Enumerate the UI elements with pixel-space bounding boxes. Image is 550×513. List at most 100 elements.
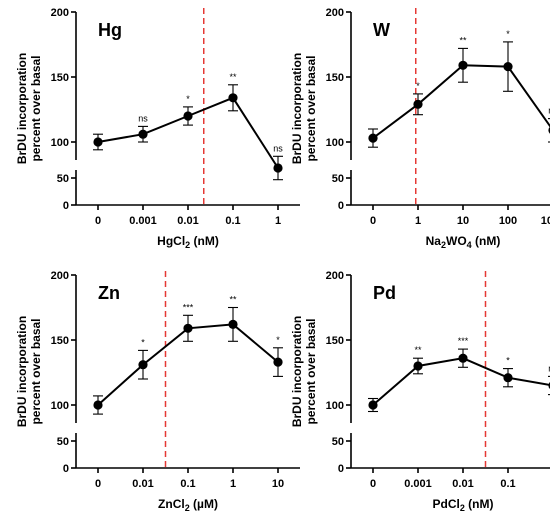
panel-label: Zn	[98, 283, 120, 303]
x-axis-title: Na2WO4 (nM)	[426, 234, 501, 250]
x-tick-label: 10	[272, 478, 284, 490]
y-axis-title-line: BrDU incorporation	[290, 316, 304, 427]
x-tick-label: 0.1	[500, 478, 515, 490]
x-axis-title-subscript: 2	[460, 503, 465, 513]
y-tick-label: 200	[51, 270, 69, 282]
x-tick-label: 0.1	[180, 478, 195, 490]
data-point	[93, 400, 103, 410]
y-tick-label: 100	[51, 400, 69, 412]
significance-label: ns	[138, 113, 148, 123]
significance-label: ns	[273, 143, 283, 153]
data-point	[458, 353, 468, 363]
data-point	[273, 357, 283, 367]
significance-label: **	[229, 72, 237, 82]
data-point	[368, 400, 378, 410]
y-tick-label: 150	[326, 72, 344, 84]
data-point	[138, 360, 148, 370]
x-tick-label: 0	[95, 478, 101, 490]
x-tick-label: 0.01	[177, 215, 198, 227]
significance-label: **	[459, 35, 467, 45]
data-point	[503, 62, 513, 72]
x-axis-title-part: PdCl	[432, 497, 459, 511]
x-tick-label: 0.01	[452, 478, 473, 490]
data-point	[183, 111, 193, 121]
x-tick-label: 0	[370, 478, 376, 490]
x-tick-label: 1	[415, 215, 421, 227]
significance-label: ***	[458, 336, 469, 346]
x-axis-title-subscript: 4	[467, 240, 472, 250]
y-tick-label: 150	[51, 72, 69, 84]
y-axis-title: BrDU incorporationpercent over basal	[15, 316, 43, 427]
y-axis-title-line: percent over basal	[29, 318, 43, 424]
x-tick-label: 1000	[541, 215, 550, 227]
data-point	[413, 361, 423, 371]
y-axis-title: BrDU incorporationpercent over basal	[290, 316, 318, 427]
y-axis-title-line: percent over basal	[29, 55, 43, 161]
y-tick-label: 200	[51, 7, 69, 19]
y-tick-label: 50	[57, 173, 69, 185]
x-tick-label: 100	[499, 215, 517, 227]
panel-label: Hg	[98, 20, 122, 40]
x-tick-label: 1	[275, 215, 281, 227]
x-tick-label: 0	[370, 215, 376, 227]
data-point	[458, 60, 468, 70]
x-tick-label: 0.001	[129, 215, 157, 227]
significance-label: *	[506, 356, 510, 366]
panel-w: 05010015020001101001000****nsWBrDU incor…	[290, 7, 550, 250]
y-tick-label: 100	[326, 137, 344, 149]
y-tick-label: 150	[51, 335, 69, 347]
panel-label: W	[373, 20, 390, 40]
data-point	[138, 129, 148, 139]
x-axis-title-part: (nM)	[465, 497, 494, 511]
y-axis-title-line: percent over basal	[304, 55, 318, 161]
data-point	[183, 323, 193, 333]
significance-label: ns	[548, 106, 550, 116]
x-tick-label: 1	[230, 478, 236, 490]
data-point	[273, 163, 283, 173]
data-point	[413, 99, 423, 109]
y-tick-label: 200	[326, 7, 344, 19]
x-axis-title-part: HgCl	[157, 234, 185, 248]
y-tick-label: 50	[332, 173, 344, 185]
panel-label: Pd	[373, 283, 396, 303]
y-tick-label: 150	[326, 335, 344, 347]
significance-label: *	[141, 337, 145, 347]
data-point	[228, 319, 238, 329]
data-point	[93, 137, 103, 147]
x-axis-title-subscript: 2	[441, 240, 446, 250]
series-line	[372, 64, 550, 139]
y-tick-label: 100	[51, 137, 69, 149]
y-axis-title-line: BrDU incorporation	[15, 316, 29, 427]
y-tick-label: 0	[338, 200, 344, 212]
data-point	[368, 133, 378, 143]
y-axis-title: BrDU incorporationpercent over basal	[290, 53, 318, 164]
x-tick-label: 0.01	[132, 478, 153, 490]
y-axis-title: BrDU incorporationpercent over basal	[15, 53, 43, 164]
y-tick-label: 50	[332, 436, 344, 448]
data-point	[228, 93, 238, 103]
panel-pd: 05010015020000.0010.010.11******nsPdBrDU…	[290, 270, 550, 513]
x-axis-title: PdCl2 (nM)	[432, 497, 493, 513]
significance-label: *	[276, 335, 280, 345]
x-axis-title-part: (nM)	[190, 234, 219, 248]
series-line	[372, 357, 550, 406]
y-tick-label: 100	[326, 400, 344, 412]
x-axis-title: HgCl2 (nM)	[157, 234, 219, 250]
x-axis-title-subscript: 2	[185, 503, 190, 513]
significance-label: ns	[548, 363, 550, 373]
x-axis-title-part: ZnCl	[158, 497, 185, 511]
significance-label: **	[229, 295, 237, 305]
data-point	[503, 373, 513, 383]
significance-label: *	[506, 29, 510, 39]
x-tick-label: 0.001	[404, 478, 432, 490]
significance-label: *	[416, 81, 420, 91]
y-axis-title-line: BrDU incorporation	[15, 53, 29, 164]
significance-label: ***	[183, 302, 194, 312]
y-tick-label: 50	[57, 436, 69, 448]
x-tick-label: 0.1	[225, 215, 240, 227]
x-tick-label: 10	[457, 215, 469, 227]
x-axis-title-part: Na	[426, 234, 442, 248]
